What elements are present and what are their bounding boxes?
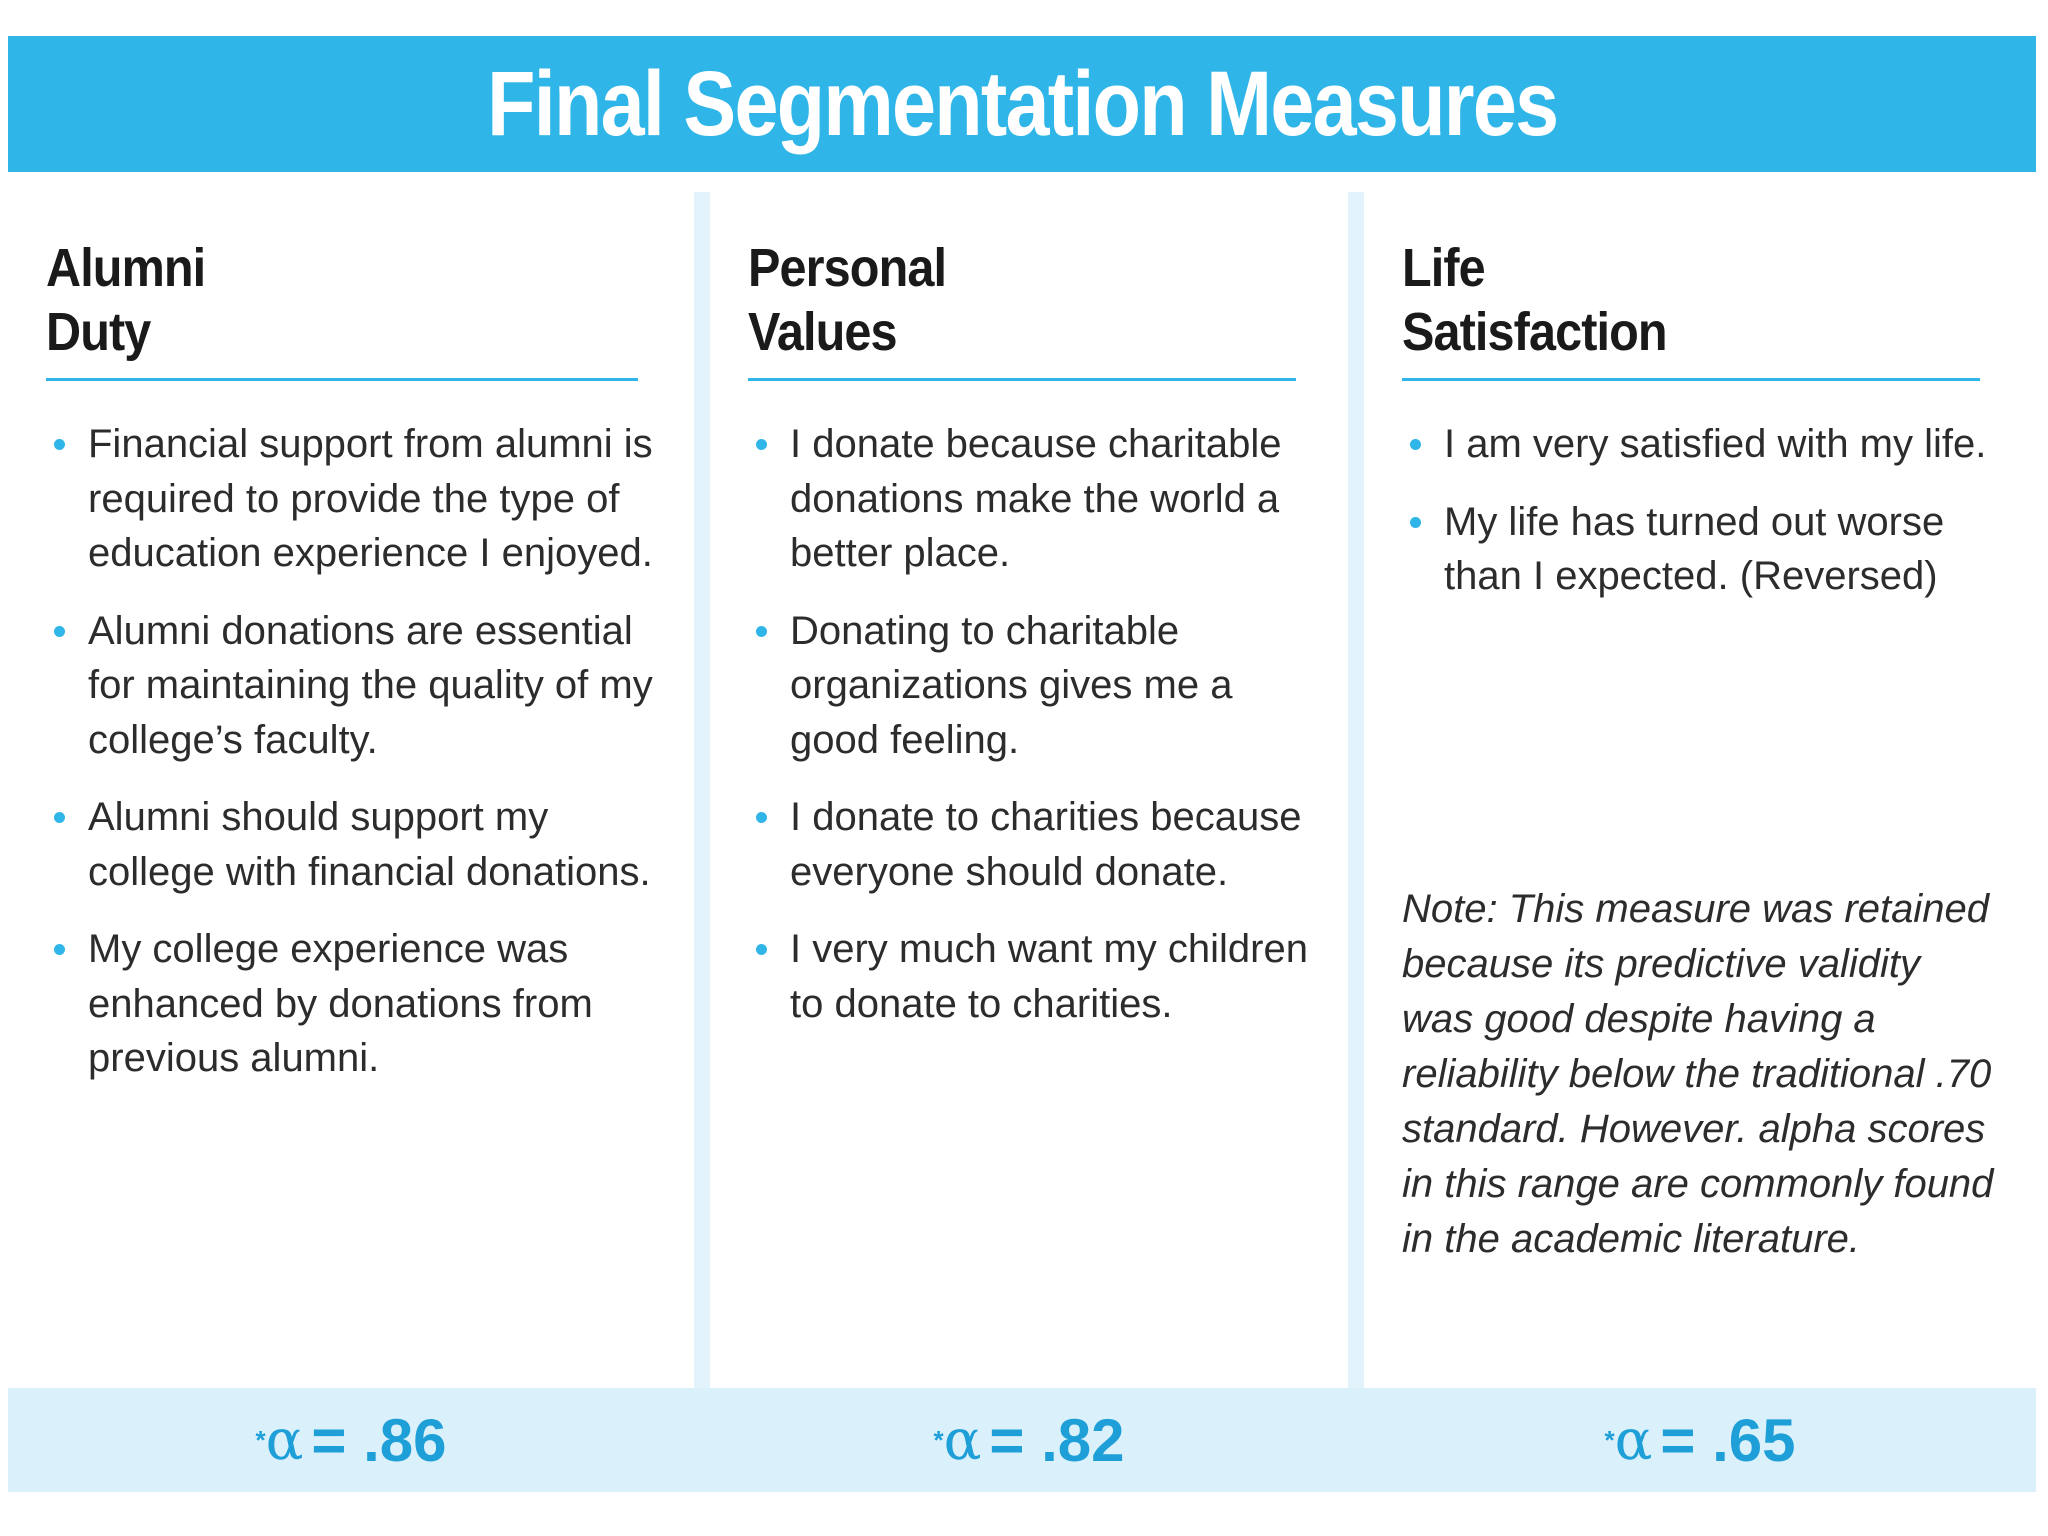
alpha-symbol: α (1614, 1407, 1653, 1473)
column-heading: Life Satisfaction (1402, 236, 1973, 378)
heading-rule (1402, 378, 1980, 381)
list-item: Donating to charitable organizations giv… (748, 604, 1308, 768)
list-item: I am very satisfied with my life. (1402, 417, 1996, 472)
item-text: I donate to charities because everyone s… (790, 795, 1302, 894)
heading-rule (748, 378, 1296, 381)
alpha-footer: * α = .86 * α = .82 * α = .65 (8, 1388, 2036, 1492)
item-text: Alumni should support my college with fi… (88, 795, 651, 894)
alpha-symbol: α (943, 1407, 982, 1473)
item-text: I very much want my children to donate t… (790, 927, 1308, 1026)
alpha-value: = .86 (311, 1406, 447, 1474)
item-text: My life has turned out worse than I expe… (1444, 499, 1945, 599)
heading-line-2: Values (748, 302, 898, 362)
bullet-icon (756, 944, 767, 955)
item-text: Donating to charitable organizations giv… (790, 608, 1233, 762)
item-text: I am very satisfied with my life. (1444, 422, 1987, 466)
asterisk-mark: * (933, 1424, 944, 1455)
bullet-icon (54, 625, 65, 637)
bullet-icon (54, 439, 65, 450)
heading-line-1: Life (1402, 238, 1486, 298)
list-item: I donate because charitable donations ma… (748, 417, 1308, 581)
column-personal-values: Personal Values I donate because charita… (710, 192, 1348, 1388)
list-item: I donate to charities because everyone s… (748, 790, 1308, 899)
alpha-value: = .65 (1660, 1406, 1796, 1474)
column-heading: Personal Values (748, 236, 1288, 378)
column-life-satisfaction: Life Satisfaction I am very satisfied wi… (1364, 192, 2036, 1388)
alpha-symbol: α (265, 1407, 304, 1473)
bullet-icon (1410, 439, 1421, 450)
alpha-score-personal-values: * α = .82 (694, 1388, 1364, 1492)
alpha-score-life-satisfaction: * α = .65 (1364, 1388, 2036, 1492)
item-list: I am very satisfied with my life. My lif… (1402, 417, 2036, 604)
heading-line-2: Duty (46, 302, 151, 362)
alpha-score-alumni-duty: * α = .86 (8, 1388, 694, 1492)
item-list: Financial support from alumni is require… (46, 417, 694, 1086)
list-item: My college experience was enhanced by do… (46, 922, 654, 1086)
asterisk-mark: * (1604, 1424, 1615, 1455)
list-item: My life has turned out worse than I expe… (1402, 495, 1996, 604)
list-item: Financial support from alumni is require… (46, 417, 654, 581)
column-alumni-duty: Alumni Duty Financial support from alumn… (8, 192, 694, 1388)
bullet-icon (54, 944, 65, 955)
column-heading: Alumni Duty (46, 236, 629, 378)
heading-line-2: Satisfaction (1402, 302, 1668, 362)
bullet-icon (756, 625, 767, 637)
bullet-icon (54, 812, 65, 823)
item-text: My college experience was enhanced by do… (88, 927, 593, 1080)
heading-line-1: Personal (748, 238, 947, 298)
list-item: Alumni should support my college with fi… (46, 790, 654, 899)
heading-line-1: Alumni (46, 238, 206, 298)
infographic: Final Segmentation Measures Alumni Duty … (8, 36, 2036, 1492)
bullet-icon (756, 439, 767, 450)
page-title: Final Segmentation Measures (486, 52, 1559, 155)
item-text: Financial support from alumni is require… (88, 422, 653, 575)
measures-columns: Alumni Duty Financial support from alumn… (8, 192, 2036, 1388)
title-banner: Final Segmentation Measures (8, 36, 2036, 172)
item-list: I donate because charitable donations ma… (748, 417, 1348, 1031)
item-text: I donate because charitable donations ma… (790, 422, 1282, 575)
alpha-value: = .82 (989, 1406, 1125, 1474)
bullet-icon (756, 812, 767, 823)
asterisk-mark: * (255, 1424, 266, 1455)
reliability-note: Note: This measure was retained because … (1402, 887, 1994, 1261)
list-item: I very much want my children to donate t… (748, 922, 1308, 1031)
bullet-icon (1410, 516, 1421, 528)
list-item: Alumni donations are essential for maint… (46, 604, 654, 768)
item-text: Alumni donations are essential for maint… (88, 608, 653, 762)
heading-rule (46, 378, 638, 381)
